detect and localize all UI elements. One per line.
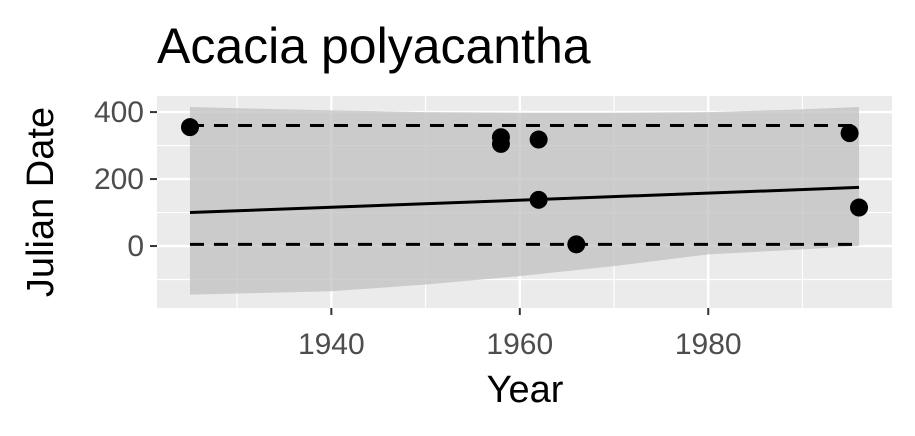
y-tick-label: 400 [94, 96, 144, 129]
x-axis-title: Year [487, 369, 564, 411]
data-point [567, 235, 586, 254]
data-point [529, 190, 548, 209]
data-point [529, 130, 548, 149]
axis-ticks: 1940 1960 1980 0 200 400 [94, 96, 742, 361]
lines-layer [189, 123, 860, 246]
x-tick-label: 1960 [486, 328, 553, 361]
chart-title: Acacia polyacantha [157, 18, 591, 74]
data-point [840, 124, 859, 143]
x-tick-label: 1980 [675, 328, 742, 361]
points-layer [180, 118, 869, 254]
y-axis-title: Julian Date [20, 107, 62, 297]
data-point [850, 198, 869, 217]
x-tick-label: 1940 [298, 328, 365, 361]
fit-line [189, 185, 860, 215]
y-tick-label: 0 [127, 230, 144, 263]
data-point [180, 118, 199, 137]
y-tick-label: 200 [94, 163, 144, 196]
data-point [491, 134, 510, 153]
